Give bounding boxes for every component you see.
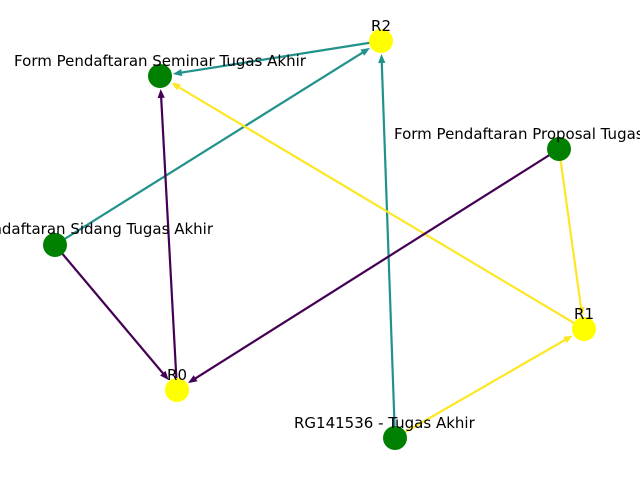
arrowhead [171,82,181,91]
arrowhead [157,88,165,99]
node-label-seminar: Form Pendaftaran Seminar Tugas Akhir [14,52,307,70]
node-label-sidang: Form Pendaftaran Sidang Tugas Akhir [0,220,214,238]
node-label-r0: R0 [167,366,187,384]
edge-line [394,336,570,439]
edges-layer [54,39,585,439]
edge-rg-to-r2 [378,53,397,439]
arrowhead [172,69,183,77]
node-label-r2: R2 [371,17,391,35]
node-rg [383,426,407,450]
arrowhead [360,47,370,56]
edge-proposal-to-r0 [187,148,560,384]
node-r2 [369,29,393,53]
edge-line [54,49,368,246]
edge-r2-to-seminar [172,39,382,77]
edge-proposal-to-r1 [557,148,585,317]
node-seminar [148,64,172,88]
labels-layer: Form Pendaftaran Seminar Tugas Akhir Form… [0,17,640,432]
node-proposal [547,137,571,161]
node-sidang [43,233,67,257]
edge-sidang-to-r0 [54,244,169,381]
node-r1 [572,317,596,341]
arrowhead [563,335,573,344]
edge-line [190,148,560,382]
nodes-layer [43,29,596,450]
edge-rg-to-r1 [394,335,573,439]
edge-r1-to-seminar [171,82,585,330]
edge-line [174,83,585,330]
node-label-r1: R1 [574,305,594,323]
edge-line [557,148,583,313]
node-label-proposal: Form Pendaftaran Proposal Tugas Akhir [394,125,640,143]
edge-r0-to-seminar [157,88,179,391]
node-label-rg: RG141536 - Tugas Akhir [294,414,476,432]
node-r0 [165,378,189,402]
arrowhead [378,53,386,64]
edge-sidang-to-r2 [54,47,370,246]
edge-line [159,92,179,391]
arrowhead [577,306,585,317]
edge-line [176,39,382,75]
edge-line [54,244,167,378]
edge-line [380,57,397,439]
arrowhead [187,375,198,384]
arrowhead [160,370,169,381]
